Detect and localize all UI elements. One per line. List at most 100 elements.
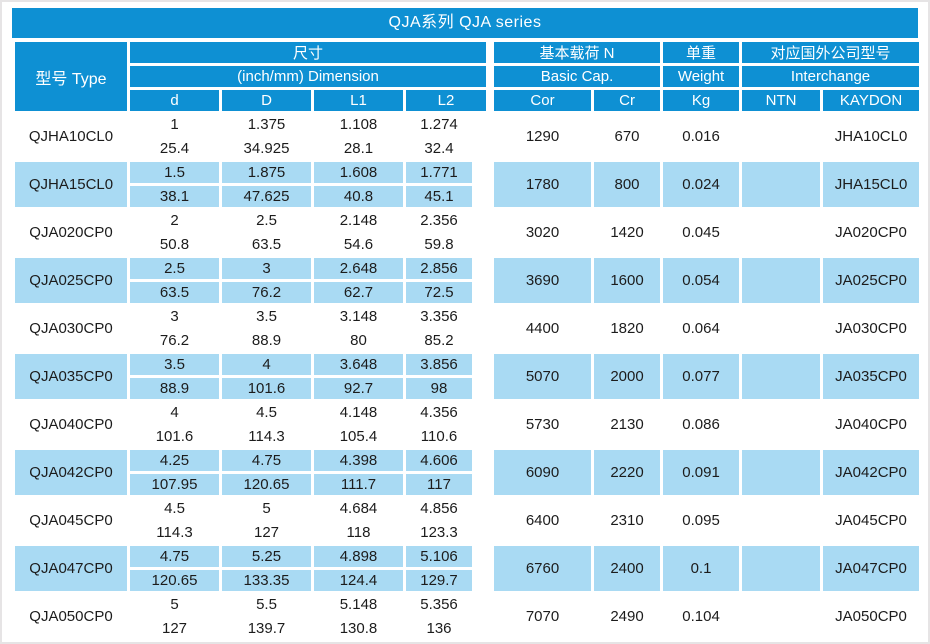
header-weight-en: Weight [663,66,740,87]
ntn-cell [742,594,821,639]
dim-L2-mm-cell: 32.4 [406,138,487,159]
model-cell: QJA050CP0 [15,594,127,639]
table-row-mm: 88.9 101.6 92.7 98 [15,378,919,399]
dim-d-mm-cell: 76.2 [130,330,219,351]
dim-L1-inch-cell: 4.148 [314,402,403,423]
header-row-cols: d D L1 L2 Cor Cr Kg NTN KAYDON [15,90,920,111]
header-col-L2: L2 [406,90,487,111]
model-cell: QJA045CP0 [15,498,127,543]
dim-d-inch-cell: 4 [130,402,219,423]
dim-L1-mm-cell: 130.8 [314,618,403,639]
dim-L2-mm-cell: 45.1 [406,186,487,207]
kaydon-cell: JHA15CL0 [823,162,920,207]
dim-D-mm-cell: 63.5 [222,234,311,255]
model-cell: QJA040CP0 [15,402,127,447]
dim-D-inch-cell: 4.75 [222,450,311,471]
table-row-mm: 50.8 63.5 54.6 59.8 [15,234,919,255]
cr-cell: 2310 [594,498,661,543]
dim-D-inch-cell: 1.875 [222,162,311,183]
cr-cell: 2000 [594,354,661,399]
dim-D-mm-cell: 101.6 [222,378,311,399]
series-title-bar: QJA系列 QJA series [12,8,918,38]
dim-L1-mm-cell: 28.1 [314,138,403,159]
dim-d-mm-cell: 50.8 [130,234,219,255]
dim-L2-mm-cell: 98 [406,378,487,399]
dim-L1-mm-cell: 62.7 [314,282,403,303]
dim-L2-mm-cell: 110.6 [406,426,487,447]
cor-cell: 6400 [489,498,592,543]
dim-L2-inch-cell: 2.856 [406,258,487,279]
ntn-cell [742,114,821,159]
ntn-cell [742,402,821,447]
table-row: QJA030CP0 3 3.5 3.148 3.356 4400 1820 0.… [15,306,920,351]
dim-L1-mm-cell: 92.7 [314,378,403,399]
kg-cell: 0.077 [663,354,740,399]
table-body: QJHA10CL0 1 1.375 1.108 1.274 1290 670 0… [15,114,920,639]
table-row: QJA050CP0 5 5.5 5.148 5.356 7070 2490 0.… [15,594,920,639]
ntn-cell [742,258,821,303]
cor-cell: 6760 [489,546,592,591]
dim-D-mm-cell: 133.35 [222,570,311,591]
cor-cell: 7070 [489,594,592,639]
dim-L1-mm-cell: 80 [314,330,403,351]
dim-d-inch-cell: 5 [130,594,219,615]
dim-D-inch-cell: 3.5 [222,306,311,327]
ntn-cell [742,498,821,543]
dim-d-inch-cell: 2 [130,210,219,231]
dim-d-inch-cell: 4.25 [130,450,219,471]
ntn-cell [742,546,821,591]
cor-cell: 1780 [489,162,592,207]
kaydon-cell: JA045CP0 [823,498,920,543]
dim-D-mm-cell: 127 [222,522,311,543]
table-row: QJA025CP0 2.5 3 2.648 2.856 3690 1600 0.… [15,258,920,303]
dim-L2-inch-cell: 3.856 [406,354,487,375]
table-row-mm: 25.4 34.925 28.1 32.4 [15,138,919,159]
dim-L1-inch-cell: 3.648 [314,354,403,375]
kg-cell: 0.016 [663,114,740,159]
cr-cell: 800 [594,162,661,207]
dim-L1-mm-cell: 118 [314,522,403,543]
table-row-mm: 107.95 120.65 111.7 117 [15,474,919,495]
ntn-cell [742,450,821,495]
dim-d-mm-cell: 63.5 [130,282,219,303]
dim-L2-mm-cell: 129.7 [406,570,487,591]
header-col-L1: L1 [314,90,403,111]
cor-cell: 4400 [489,306,592,351]
table-row-mm: 63.5 76.2 62.7 72.5 [15,282,919,303]
model-cell: QJA035CP0 [15,354,127,399]
kg-cell: 0.024 [663,162,740,207]
dim-L2-mm-cell: 59.8 [406,234,487,255]
dim-D-mm-cell: 139.7 [222,618,311,639]
header-col-ntn: NTN [742,90,821,111]
header-col-D: D [222,90,311,111]
dim-D-mm-cell: 34.925 [222,138,311,159]
dim-L1-inch-cell: 2.648 [314,258,403,279]
dim-d-mm-cell: 38.1 [130,186,219,207]
dim-L2-inch-cell: 1.771 [406,162,487,183]
dim-L2-inch-cell: 2.356 [406,210,487,231]
cor-cell: 6090 [489,450,592,495]
dim-d-mm-cell: 25.4 [130,138,219,159]
dim-L2-inch-cell: 5.106 [406,546,487,567]
dim-L2-inch-cell: 4.356 [406,402,487,423]
kg-cell: 0.086 [663,402,740,447]
dim-L1-inch-cell: 4.898 [314,546,403,567]
header-col-kaydon: KAYDON [823,90,920,111]
kaydon-cell: JA042CP0 [823,450,920,495]
dim-L2-mm-cell: 123.3 [406,522,487,543]
table-row: QJA047CP0 4.75 5.25 4.898 5.106 6760 240… [15,546,920,591]
dim-D-inch-cell: 4 [222,354,311,375]
kg-cell: 0.054 [663,258,740,303]
header-type: 型号 Type [15,42,127,111]
dim-D-inch-cell: 2.5 [222,210,311,231]
header-col-cr: Cr [594,90,661,111]
ntn-cell [742,354,821,399]
cor-cell: 1290 [489,114,592,159]
dim-L1-inch-cell: 1.108 [314,114,403,135]
dim-L2-mm-cell: 85.2 [406,330,487,351]
dim-D-mm-cell: 47.625 [222,186,311,207]
ntn-cell [742,162,821,207]
table-row: QJA042CP0 4.25 4.75 4.398 4.606 6090 222… [15,450,920,495]
cr-cell: 1600 [594,258,661,303]
table-row: QJHA15CL0 1.5 1.875 1.608 1.771 1780 800… [15,162,920,207]
